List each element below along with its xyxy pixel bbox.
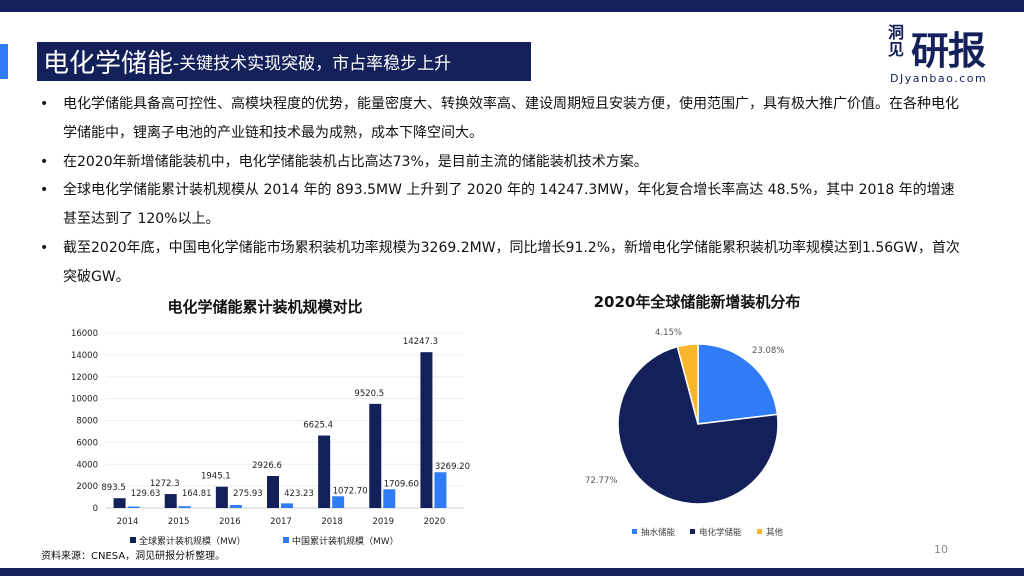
- bar: [215, 486, 228, 508]
- x-tick-label: 2018: [321, 517, 343, 527]
- logo-small: 洞见: [888, 23, 905, 59]
- top-bar: [0, 0, 1024, 12]
- bar: [113, 498, 126, 508]
- pie-slice: [617, 345, 779, 505]
- slice-label: 4.15%: [655, 328, 682, 338]
- bar: [229, 504, 242, 508]
- bar: [267, 475, 279, 508]
- data-label: 2926.6: [252, 461, 282, 471]
- legend-label: 抽水储能: [641, 527, 676, 538]
- x-tick-label: 2015: [168, 517, 190, 527]
- bullet-item: 在2020年新增储能装机中，电化学储能装机占比高达73%，是目前主流的储能装机技…: [40, 148, 960, 177]
- pie-slice: [697, 343, 779, 425]
- legend-swatch: [690, 529, 695, 534]
- bar: [178, 506, 191, 508]
- slice-label: 23.08%: [752, 346, 784, 356]
- page-number: 10: [934, 543, 948, 556]
- y-tick-label: 6000: [76, 438, 98, 448]
- title-main: 电化学储能: [43, 49, 174, 79]
- bar: [281, 503, 293, 508]
- data-label: 9520.5: [354, 389, 384, 399]
- bullet-item: 全球电化学储能累计装机规模从 2014 年的 893.5MW 上升到了 2020…: [40, 176, 960, 234]
- y-tick-label: 0: [93, 504, 98, 514]
- source-note: 资料来源：CNESA，洞见研报分析整理。: [41, 551, 226, 562]
- logo: 洞见 研报 DJyanbao.com: [888, 20, 1008, 85]
- data-label: 1709.60: [384, 479, 419, 489]
- legend-label: 全球累计装机规模（MW）: [139, 535, 246, 547]
- x-tick-label: 2016: [219, 517, 241, 527]
- data-label: 14247.3: [403, 337, 438, 347]
- data-label: 423.23: [284, 489, 314, 499]
- data-label: 3269.20: [435, 462, 470, 472]
- x-tick-label: 2014: [117, 517, 139, 527]
- data-label: 1945.1: [201, 472, 231, 482]
- slice-label: 72.77%: [585, 476, 617, 486]
- y-tick-label: 12000: [71, 373, 98, 383]
- bar: [383, 489, 396, 508]
- y-tick-label: 10000: [71, 395, 98, 405]
- title-sub: -关键技术实现突破，市占率稳步上升: [173, 54, 452, 74]
- bar-chart-title: 电化学储能累计装机规模对比: [167, 298, 363, 316]
- x-tick-label: 2017: [270, 517, 292, 527]
- y-tick-label: 4000: [76, 460, 98, 470]
- bar-chart: 0 2000 4000 6000 8000 10000 12000 14000 16000 201…: [71, 329, 470, 547]
- accent-bar: [0, 44, 8, 79]
- page-title: 电化学储能 -关键技术实现突破，市占率稳步上升: [37, 42, 531, 81]
- data-label: 1072.70: [333, 486, 368, 496]
- bar: [127, 506, 140, 508]
- bar: [434, 472, 447, 508]
- bar: [318, 435, 331, 508]
- bottom-bar: [0, 568, 1024, 576]
- legend-label: 电化学储能: [699, 527, 742, 538]
- bullet-list: 电化学储能具备高可控性、高模块程度的优势，能量密度大、转换效率高、建设周期短且安…: [40, 90, 960, 292]
- bullet-item: 电化学储能具备高可控性、高模块程度的优势，能量密度大、转换效率高、建设周期短且安…: [40, 90, 960, 148]
- data-label: 129.63: [131, 489, 161, 499]
- logo-url: DJyanbao.com: [890, 72, 988, 85]
- legend-swatch: [130, 537, 136, 543]
- data-label: 275.93: [233, 489, 263, 499]
- data-label: 164.81: [182, 489, 212, 499]
- y-tick-label: 2000: [76, 482, 98, 492]
- bar: [332, 496, 345, 508]
- legend-swatch: [632, 529, 637, 534]
- bar: [420, 352, 433, 508]
- legend-swatch: [757, 529, 762, 534]
- legend-swatch: [283, 537, 289, 543]
- bullet-item: 截至2020年底，中国电化学储能市场累积装机功率规模为3269.2MW，同比增长…: [40, 234, 960, 292]
- y-tick-label: 14000: [71, 351, 98, 361]
- legend-label: 中国累计装机规模（MW）: [292, 535, 399, 547]
- pie-chart: 23.08% 72.77% 4.15% 抽水储能 电化学储能 其他: [585, 328, 784, 538]
- pie-chart-title: 2020年全球储能新增装机分布: [593, 293, 801, 311]
- bar: [369, 403, 382, 508]
- bar: [164, 494, 177, 508]
- pie-slice: [676, 343, 699, 425]
- logo-big: 研报: [911, 29, 986, 73]
- data-label: 893.5: [101, 483, 125, 493]
- y-tick-label: 16000: [71, 329, 98, 339]
- y-tick-label: 8000: [76, 417, 98, 427]
- x-tick-label: 2019: [372, 517, 394, 527]
- data-label: 1272.3: [150, 479, 180, 489]
- x-tick-label: 2020: [424, 517, 446, 527]
- data-label: 6625.4: [303, 421, 333, 431]
- legend-label: 其他: [766, 527, 784, 538]
